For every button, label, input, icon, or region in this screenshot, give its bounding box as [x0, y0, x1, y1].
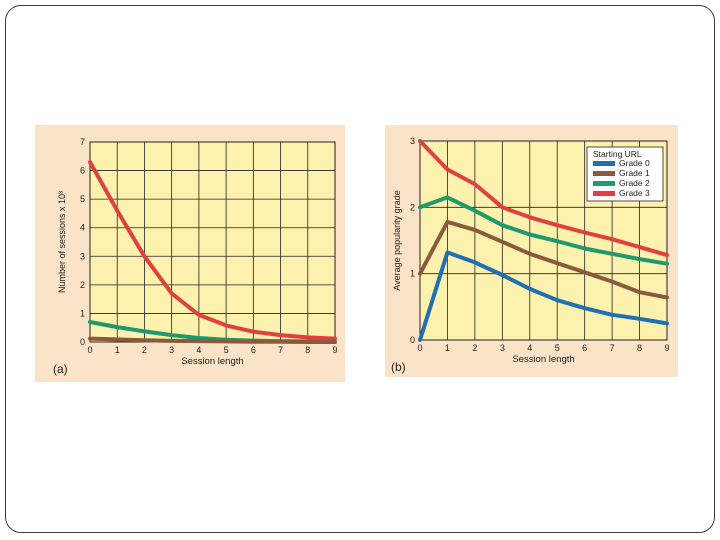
y-axis-label: Average popularity grade [392, 190, 402, 290]
x-tick-label: 2 [472, 343, 477, 353]
y-tick-label: 2 [410, 202, 415, 212]
x-tick-label: 3 [500, 343, 505, 353]
y-tick-label: 5 [80, 194, 85, 204]
panel-label: (a) [53, 362, 68, 376]
x-tick-label: 1 [115, 345, 120, 355]
series-line-1 [418, 219, 669, 300]
y-tick-label: 2 [80, 280, 85, 290]
legend-swatch-0 [593, 161, 615, 166]
plot-area [90, 142, 335, 342]
y-axis-label: Number of sessions x 10³ [57, 191, 67, 293]
y-tick-label: 4 [80, 223, 85, 233]
x-tick-label: 6 [582, 343, 587, 353]
series-line-2 [418, 195, 669, 266]
y-tick-label: 1 [80, 308, 85, 318]
y-tick-label: 0 [410, 335, 415, 345]
x-axis-label: Session length [181, 356, 243, 367]
series-line-3 [418, 139, 669, 258]
y-tick-label: 0 [80, 337, 85, 347]
x-tick-label: 0 [417, 343, 422, 353]
x-tick-label: 4 [196, 345, 201, 355]
x-tick-label: 1 [445, 343, 450, 353]
x-tick-label: 8 [637, 343, 642, 353]
y-tick-label: 6 [80, 166, 85, 176]
x-tick-label: 3 [169, 345, 174, 355]
legend-entry-3: Grade 3 [619, 188, 650, 198]
x-tick-label: 4 [527, 343, 532, 353]
x-tick-label: 2 [142, 345, 147, 355]
legend-entry-0: Grade 0 [619, 158, 650, 168]
chart-b-svg: 0 1 2 3 4 5 6 7 8 9 0 1 2 3 Session length Average popu… [385, 125, 678, 377]
x-tick-label: 7 [278, 345, 283, 355]
chart-a-svg: 0 1 2 3 4 5 6 7 8 9 0 1 2 3 4 5 6 7 Session length Number o… [35, 125, 345, 382]
series-line-2 [88, 336, 337, 344]
chart-panel-a: 0 1 2 3 4 5 6 7 8 9 0 1 2 3 4 5 6 7 Session length Number o… [35, 125, 345, 382]
plot-border [419, 140, 668, 341]
legend-title: Starting URL [593, 149, 642, 159]
legend-entry-2: Grade 2 [619, 178, 650, 188]
legend-swatch-1 [593, 171, 615, 176]
x-axis-label: Session length [512, 354, 574, 365]
chart-panel-b: 0 1 2 3 4 5 6 7 8 9 0 1 2 3 Session length Average popu… [385, 125, 678, 377]
legend-swatch-2 [593, 181, 615, 186]
x-tick-label: 9 [332, 345, 337, 355]
x-tick-label: 0 [87, 345, 92, 355]
y-tick-label: 3 [80, 251, 85, 261]
x-tick-label: 6 [251, 345, 256, 355]
x-tick-label: 5 [224, 345, 229, 355]
y-tick-label: 7 [80, 137, 85, 147]
panel-label: (b) [391, 360, 406, 374]
series-line-0 [418, 250, 669, 342]
y-tick-label: 1 [410, 269, 415, 279]
series-line-0 [88, 160, 337, 341]
legend-swatch-3 [593, 191, 615, 196]
x-tick-label: 5 [555, 343, 560, 353]
legend-entry-1: Grade 1 [619, 168, 650, 178]
x-tick-label: 9 [664, 343, 669, 353]
x-tick-label: 8 [305, 345, 310, 355]
y-tick-label: 3 [410, 136, 415, 146]
x-tick-label: 7 [610, 343, 615, 353]
